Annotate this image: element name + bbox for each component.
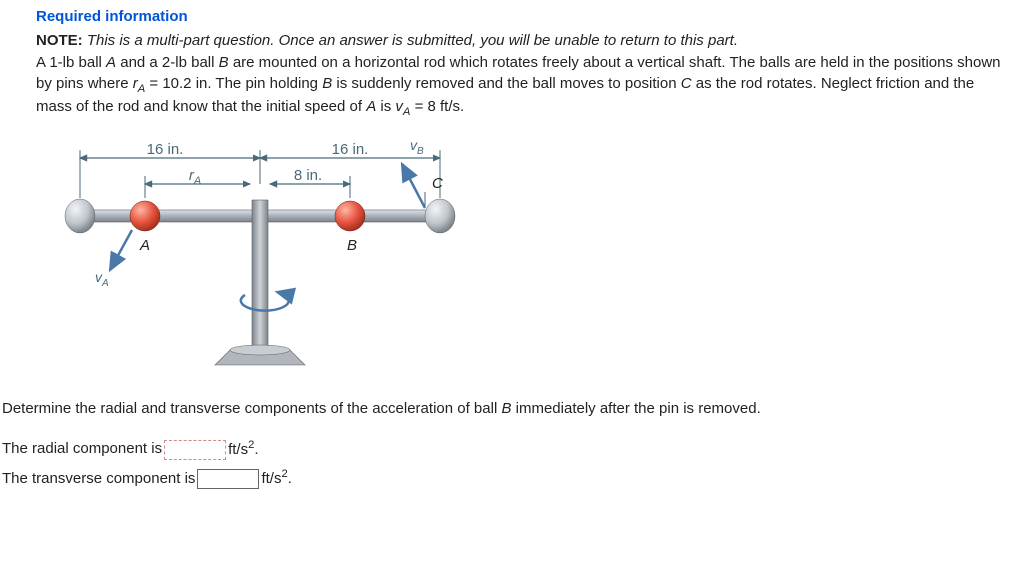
note-line: NOTE: This is a multi-part question. Onc… [36,31,1024,51]
dim-16-right: 16 in. [332,141,369,158]
label-A: A [139,237,150,254]
svg-text:vB: vB [410,140,424,157]
question-text: Determine the radial and transverse comp… [0,400,1024,417]
transverse-label: The transverse component is [2,465,195,494]
label-B: B [347,237,357,254]
transverse-input[interactable] [197,469,259,489]
radial-input[interactable] [164,440,226,460]
transverse-unit: ft/s2. [261,464,291,494]
dim-16-left: 16 in. [147,141,184,158]
diagram: 16 in. 16 in. rA 8 in. vB C A [50,140,470,370]
dim-8: 8 in. [294,167,322,184]
radial-row: The radial component is ft/s2. [2,435,1024,465]
radial-label: The radial component is [2,435,162,464]
required-info-title: Required information [36,8,1024,25]
label-C: C [432,175,443,192]
note-label: NOTE: [36,32,83,49]
note-text: This is a multi-part question. Once an a… [87,32,738,49]
svg-text:vA: vA [95,269,109,289]
answers-block: The radial component is ft/s2. The trans… [2,435,1024,494]
radial-unit: ft/s2. [228,435,258,465]
problem-statement: A 1-lb ball A and a 2-lb ball B are moun… [36,53,1024,120]
transverse-row: The transverse component is ft/s2. [2,464,1024,494]
